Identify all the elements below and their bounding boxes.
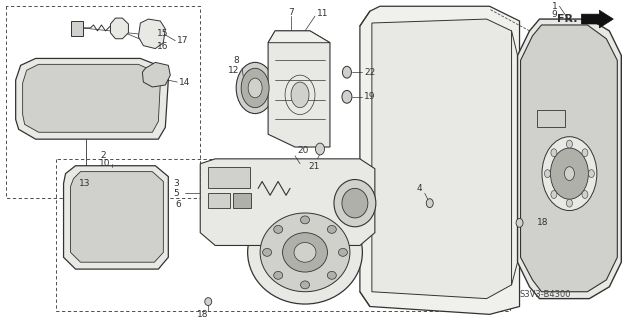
Ellipse shape xyxy=(316,143,324,155)
Ellipse shape xyxy=(551,148,588,199)
Bar xyxy=(233,193,251,208)
Ellipse shape xyxy=(301,216,309,224)
Text: 11: 11 xyxy=(317,9,329,18)
Ellipse shape xyxy=(236,62,274,114)
Polygon shape xyxy=(138,19,166,49)
Polygon shape xyxy=(71,21,82,36)
Ellipse shape xyxy=(551,149,557,157)
Bar xyxy=(538,110,566,127)
Text: 21: 21 xyxy=(308,162,319,171)
Text: 10: 10 xyxy=(99,159,110,168)
Polygon shape xyxy=(71,172,163,262)
Text: 8: 8 xyxy=(233,56,239,65)
Polygon shape xyxy=(521,25,618,292)
Ellipse shape xyxy=(205,298,212,306)
Text: 5: 5 xyxy=(173,189,179,198)
Text: 6: 6 xyxy=(175,200,181,209)
Bar xyxy=(208,193,230,208)
Ellipse shape xyxy=(334,180,376,227)
Ellipse shape xyxy=(248,201,362,304)
Ellipse shape xyxy=(248,78,262,98)
Bar xyxy=(208,167,250,188)
Ellipse shape xyxy=(274,226,282,233)
Polygon shape xyxy=(518,19,621,299)
Polygon shape xyxy=(111,18,128,39)
Ellipse shape xyxy=(544,170,551,178)
Ellipse shape xyxy=(566,199,572,207)
Ellipse shape xyxy=(582,190,588,198)
Text: FR.: FR. xyxy=(558,14,578,24)
Ellipse shape xyxy=(551,190,557,198)
Text: 19: 19 xyxy=(364,92,376,101)
Ellipse shape xyxy=(294,243,316,262)
Text: 13: 13 xyxy=(79,179,90,188)
Ellipse shape xyxy=(564,167,574,180)
Polygon shape xyxy=(268,31,330,147)
Ellipse shape xyxy=(566,140,572,148)
Text: 7: 7 xyxy=(288,8,294,17)
Text: 18: 18 xyxy=(536,218,548,227)
Ellipse shape xyxy=(282,233,328,272)
Text: 15: 15 xyxy=(158,29,169,38)
Text: 20: 20 xyxy=(297,147,308,156)
Polygon shape xyxy=(372,19,511,299)
Ellipse shape xyxy=(342,91,352,103)
Text: 1: 1 xyxy=(552,2,558,11)
Text: 14: 14 xyxy=(179,77,191,87)
Ellipse shape xyxy=(588,170,594,178)
Ellipse shape xyxy=(260,213,350,292)
Ellipse shape xyxy=(241,68,269,108)
Ellipse shape xyxy=(542,137,597,211)
Ellipse shape xyxy=(328,271,336,279)
Text: 16: 16 xyxy=(158,42,169,51)
Polygon shape xyxy=(16,59,168,139)
Text: 12: 12 xyxy=(228,66,239,75)
Ellipse shape xyxy=(301,281,309,289)
Ellipse shape xyxy=(426,199,433,208)
Ellipse shape xyxy=(516,218,523,227)
Text: 3: 3 xyxy=(173,179,179,188)
Polygon shape xyxy=(200,159,375,245)
Polygon shape xyxy=(581,10,613,28)
Text: 17: 17 xyxy=(177,36,189,45)
Polygon shape xyxy=(142,62,171,87)
Polygon shape xyxy=(360,6,519,314)
Ellipse shape xyxy=(291,82,309,108)
Ellipse shape xyxy=(342,66,351,78)
Text: 22: 22 xyxy=(364,68,375,77)
Polygon shape xyxy=(268,31,330,43)
Text: 2: 2 xyxy=(101,151,106,160)
Polygon shape xyxy=(22,64,161,132)
Text: S3V3-B4300: S3V3-B4300 xyxy=(519,290,571,299)
Ellipse shape xyxy=(262,248,272,256)
Ellipse shape xyxy=(328,226,336,233)
Ellipse shape xyxy=(339,248,348,256)
Ellipse shape xyxy=(582,149,588,157)
Ellipse shape xyxy=(342,188,368,218)
Ellipse shape xyxy=(274,271,282,279)
Text: 4: 4 xyxy=(416,184,422,193)
Polygon shape xyxy=(64,166,168,269)
Text: 18: 18 xyxy=(196,310,208,319)
Text: 9: 9 xyxy=(552,10,558,19)
